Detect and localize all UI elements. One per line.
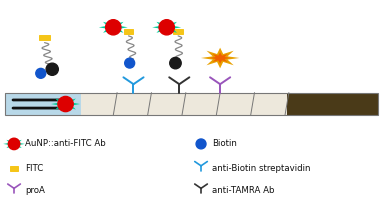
Ellipse shape (8, 138, 20, 150)
Polygon shape (3, 138, 25, 150)
Bar (252, 93, 287, 115)
Polygon shape (152, 20, 181, 35)
Bar (10, 166, 18, 171)
Ellipse shape (125, 58, 135, 68)
Ellipse shape (106, 20, 121, 35)
Polygon shape (210, 52, 231, 64)
Text: anti-Biotin streptavidin: anti-Biotin streptavidin (213, 164, 311, 173)
Ellipse shape (58, 96, 73, 112)
Ellipse shape (170, 57, 181, 69)
Bar (287, 93, 378, 115)
Text: Biotin: Biotin (213, 139, 237, 148)
Bar (184, 93, 218, 115)
Text: proA: proA (26, 186, 45, 195)
Bar (149, 93, 184, 115)
Polygon shape (51, 96, 80, 112)
Bar (5, 93, 81, 115)
Text: AuNP::anti-FITC Ab: AuNP::anti-FITC Ab (26, 139, 106, 148)
Text: FITC: FITC (26, 164, 44, 173)
Bar (81, 93, 115, 115)
Bar (115, 93, 149, 115)
Bar (39, 35, 50, 40)
Bar (173, 29, 183, 34)
Text: anti-TAMRA Ab: anti-TAMRA Ab (213, 186, 275, 195)
Bar (5, 93, 378, 115)
Ellipse shape (36, 68, 46, 78)
Polygon shape (201, 48, 239, 68)
Ellipse shape (46, 63, 58, 75)
Polygon shape (99, 20, 128, 35)
Bar (218, 93, 252, 115)
Ellipse shape (159, 20, 174, 35)
Bar (124, 29, 133, 34)
Ellipse shape (196, 139, 206, 149)
